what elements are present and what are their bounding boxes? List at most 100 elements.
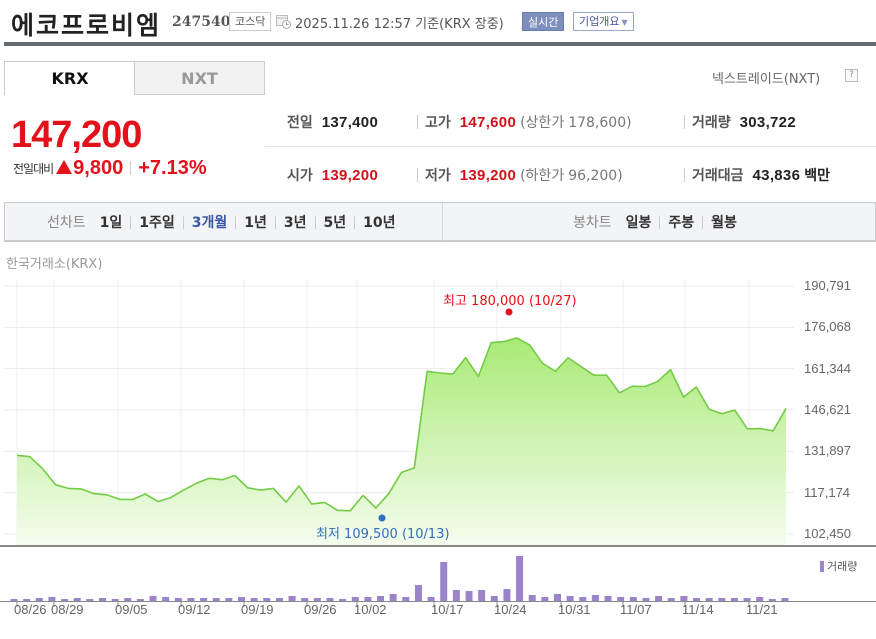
lower-limit-label: (하한가 (520, 168, 565, 184)
x-tick-label: 11/21 (746, 602, 778, 617)
x-tick-label: 11/14 (682, 602, 714, 617)
y-tick-label: 190,791 (804, 278, 851, 293)
x-tick-label: 09/19 (241, 602, 274, 617)
line-chart-title: 선차트 (47, 215, 86, 231)
stat-label: 저가 (425, 168, 451, 184)
company-overview-label: 기업개요 (579, 15, 620, 28)
x-tick-label: 11/07 (620, 602, 652, 617)
x-tick-label: 10/31 (558, 602, 591, 617)
stat-value: 139,200 (321, 167, 379, 184)
period-1y[interactable]: 1년 (244, 215, 267, 231)
triangle-up-icon (56, 160, 73, 174)
divider (354, 215, 356, 229)
stock-code: 247540 (172, 14, 231, 30)
divider (130, 215, 132, 229)
datetime-value: 2025.11.26 12:57 (295, 17, 412, 32)
x-tick-label: 09/12 (178, 602, 211, 617)
stat-label: 시가 (287, 168, 313, 184)
calendar-clock-icon (276, 14, 291, 29)
divider (130, 161, 132, 175)
y-tick-label: 161,344 (804, 360, 851, 376)
exchange-label: 한국거래소(KRX) (6, 257, 103, 272)
candle-monthly[interactable]: 월봉 (711, 215, 737, 231)
line-chart-periods: 선차트 1일 1주일 3개월 1년 3년 5년 10년 (47, 203, 396, 241)
stat-label: 거래대금 (692, 168, 744, 184)
legend-swatch (820, 560, 824, 572)
x-tick-label: 08/26 (14, 602, 47, 617)
lower-limit-value: 96,200) (568, 168, 623, 184)
datetime-basis: 기준(KRX 장중) (415, 17, 504, 32)
y-tick-label: 176,068 (804, 319, 851, 335)
company-overview-dropdown[interactable]: 기업개요 ▼ (573, 12, 634, 31)
x-tick-label: 08/29 (51, 602, 84, 617)
divider (684, 168, 685, 182)
candle-weekly[interactable]: 주봉 (668, 215, 695, 231)
y-tick-label: 102,450 (804, 526, 851, 541)
stat-value: 139,200 (459, 167, 517, 184)
divider (417, 115, 418, 129)
period-3y[interactable]: 3년 (283, 215, 307, 231)
stat-open: 시가 139,200 (287, 165, 378, 185)
x-tick-label: 10/02 (354, 602, 387, 617)
tab-nxt[interactable]: NXT (134, 61, 265, 95)
help-icon[interactable]: ? (845, 69, 858, 82)
change-percent: +7.13% (138, 156, 207, 179)
upper-limit-label: (상한가 (520, 115, 565, 131)
y-tick-label: 131,897 (804, 443, 851, 459)
divider (274, 215, 276, 229)
upper-limit-value: 178,600) (568, 115, 632, 131)
nextrade-link[interactable]: 넥스트레이드(NXT) (712, 72, 821, 87)
y-tick-label: 146,621 (804, 402, 851, 417)
divider (417, 168, 418, 182)
stat-value: 43,836 (752, 167, 801, 184)
current-price: 147,200 (11, 114, 142, 156)
stock-name: 에코프로비엠 (11, 11, 162, 40)
x-tick-label: 09/26 (304, 602, 337, 617)
period-1w[interactable]: 1주일 (139, 215, 175, 231)
stat-prev-close: 전일 137,400 (287, 112, 378, 132)
low-annotation: 최저 109,500 (10/13) (316, 527, 450, 542)
stat-high: 고가 147,600 (상한가 178,600) (425, 112, 632, 132)
divider (442, 203, 443, 241)
change-value: 9,800 (73, 156, 124, 179)
divider (684, 115, 685, 129)
market-badge: 코스닥 (229, 12, 272, 31)
period-3m[interactable]: 3개월 (191, 215, 228, 231)
x-tick-label: 09/05 (115, 602, 148, 617)
stats-divider (265, 146, 876, 147)
divider (314, 215, 316, 229)
stat-value: 303,722 (739, 114, 796, 131)
stats-panel: 전일 137,400 고가 147,600 (상한가 178,600) 거래량 … (265, 100, 876, 194)
price-change: 전일대비 9,800 +7.13% (13, 157, 207, 179)
divider (235, 215, 237, 229)
period-1d[interactable]: 1일 (99, 215, 123, 231)
stock-header: 에코프로비엠 247540 코스닥 2025.11.26 12:57 기준(KR… (0, 0, 876, 44)
y-tick-label: 117,174 (804, 484, 851, 500)
period-selector: 선차트 1일 1주일 3개월 1년 3년 5년 10년 봉차트 일봉 주봉 월봉 (4, 202, 876, 242)
price-chart: 190,791 176,068 161,344 146,621 131,897 117,1… (0, 278, 876, 639)
period-5y[interactable]: 5년 (323, 215, 347, 231)
high-annotation: 최고 180,000 (10/27) (443, 294, 577, 309)
candle-chart-title: 봉차트 (573, 215, 612, 231)
period-10y[interactable]: 10년 (363, 215, 396, 231)
chart-canvas (0, 280, 876, 607)
stat-label: 거래량 (692, 115, 731, 131)
stat-value: 147,600 (459, 114, 517, 131)
tab-krx[interactable]: KRX (4, 61, 135, 95)
datetime: 2025.11.26 12:57 기준(KRX 장중) (295, 13, 504, 32)
divider (182, 215, 184, 229)
legend-label: 거래량 (827, 560, 858, 573)
divider (702, 215, 704, 229)
change-label: 전일대비 (13, 161, 54, 176)
candle-chart-periods: 봉차트 일봉 주봉 월봉 (573, 203, 737, 241)
candle-daily[interactable]: 일봉 (625, 215, 652, 231)
stat-volume: 거래량 303,722 (692, 112, 796, 132)
stat-unit: 백만 (804, 168, 830, 184)
header-divider (4, 42, 876, 46)
chevron-down-icon: ▼ (621, 18, 628, 27)
divider (659, 215, 661, 229)
stat-low: 저가 139,200 (하한가 96,200) (425, 165, 623, 185)
stat-label: 고가 (425, 115, 451, 131)
realtime-button[interactable]: 실시간 (522, 12, 565, 31)
stat-label: 전일 (287, 115, 313, 131)
